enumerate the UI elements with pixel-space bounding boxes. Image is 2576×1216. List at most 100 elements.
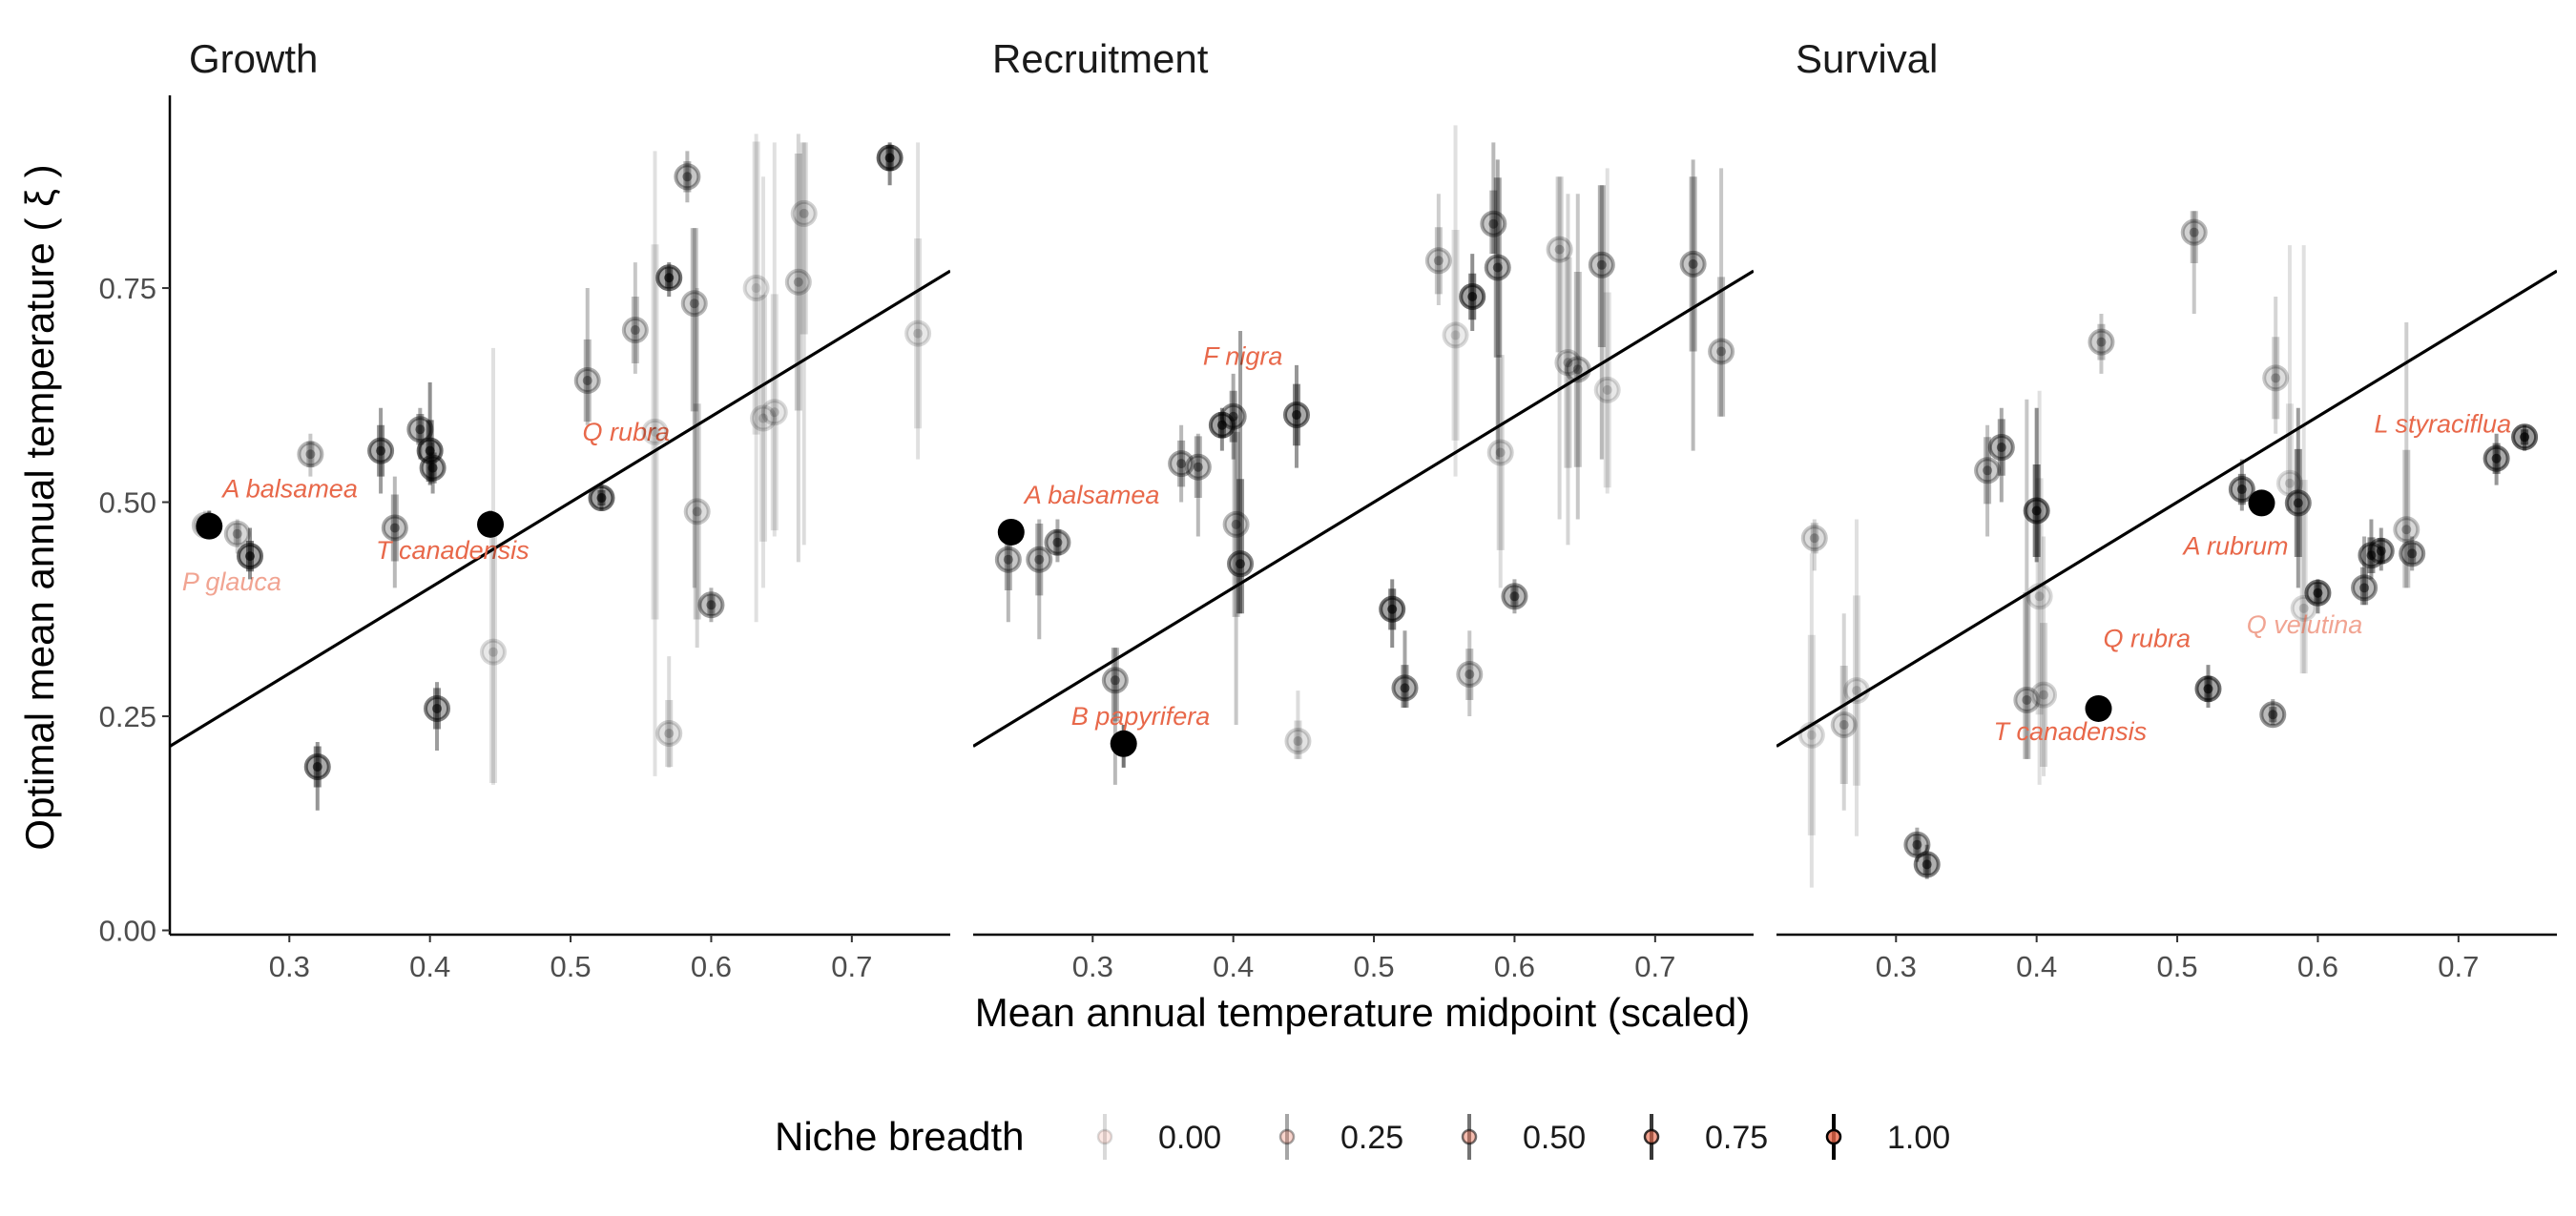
point-marker [1546,236,1573,263]
point-marker [2085,694,2112,722]
x-tick-label: 0.6 [1494,950,1535,983]
species-label: Q rubra [2103,624,2191,652]
data-point [2393,321,2420,588]
data-point [2259,699,2287,729]
panel-title: Survival [1796,36,1938,81]
point-center [2284,478,2295,488]
point-marker [1554,349,1582,377]
species-label: L styraciflua [2375,409,2512,438]
data-point [2030,536,2058,776]
data-point [655,656,683,768]
x-tick-label: 0.4 [1213,950,1254,983]
point-marker [2262,364,2290,392]
point-marker [621,317,649,344]
legend-marker [1461,1128,1478,1145]
fit-line [170,269,950,748]
point-center [664,273,675,283]
data-point [1708,168,1735,417]
data-point: Q rubra [2103,624,2222,709]
point-center [376,445,386,456]
data-point [381,476,408,588]
point-marker [680,290,708,318]
data-point [1546,176,1573,520]
point-center [2491,453,2502,464]
point-marker [742,275,770,302]
point-marker [1044,528,1071,556]
point-marker [1184,453,1212,481]
data-point [237,527,264,580]
point-center [758,413,768,423]
data-point: T canadensis [1994,694,2147,746]
x-tick-label: 0.3 [1876,950,1917,983]
point-center [1400,683,1410,693]
point-center [2034,591,2045,602]
point-center [1465,670,1475,680]
point-center [913,328,924,339]
data-point [674,151,701,203]
panel-recruitment: Recruitment A balsamea B papyrifera F nigra… [973,36,1754,983]
data-point: A balsamea [196,475,358,540]
point-center [415,424,426,435]
point-center [1231,519,1241,529]
point-marker [1830,711,1858,738]
point-marker [2025,583,2053,610]
x-tick-label: 0.4 [2016,950,2057,983]
data-point [2228,459,2255,511]
point-center [1596,259,1607,270]
point-marker [1593,376,1621,403]
point-center [2271,373,2281,383]
point-marker [1843,677,1871,705]
point-marker [997,518,1025,546]
point-center [2031,505,2042,516]
point-marker [784,268,812,296]
point-center [2313,587,2323,598]
point-marker [1456,661,1484,689]
point-marker [1987,434,2015,462]
data-point [1554,194,1582,546]
point-center [1293,736,1303,747]
point-marker [1284,728,1312,755]
data-point [2023,407,2050,563]
data-point [1456,630,1484,717]
data-point [742,134,770,623]
point-center [312,762,322,772]
point-center [1912,839,1922,850]
point-center [1563,358,1573,368]
data-point [621,262,649,374]
point-marker [573,367,601,395]
point-center [1176,459,1187,469]
point-center [2236,484,2247,495]
data-point [2483,433,2510,485]
data-point [1679,159,1707,451]
point-center [1852,686,1862,696]
point-center [305,449,316,460]
x-tick-label: 0.7 [831,950,872,983]
point-center [2039,690,2049,700]
points: T canadensis Q rubra A rubrum Q velutina L s… [1797,211,2539,888]
point-marker [760,399,788,426]
point-center [1110,675,1120,686]
point-marker [655,719,683,747]
legend-title: Niche breadth [775,1114,1025,1159]
point-center [682,172,693,182]
data-point [1484,159,1511,460]
data-point [1593,168,1621,494]
points: A balsamea B papyrifera F nigra [994,125,1735,785]
point-marker [790,199,818,227]
data-point [1486,262,1514,588]
y-tick-label: 0.75 [99,272,156,305]
point-center [650,426,660,437]
point-marker [641,418,669,445]
point-center [1216,420,1227,430]
data-point [1026,519,1053,640]
point-center [1602,384,1612,395]
species-label: A balsamea [220,475,358,504]
point-center [427,463,438,473]
point-marker [2275,469,2303,497]
point-marker [1708,338,1735,365]
species-label: A rubrum [2181,531,2288,560]
data-point [367,407,395,494]
panel-title: Growth [189,36,318,81]
legend-entry: 0.50 [1461,1114,1586,1160]
point-center [1291,409,1301,420]
